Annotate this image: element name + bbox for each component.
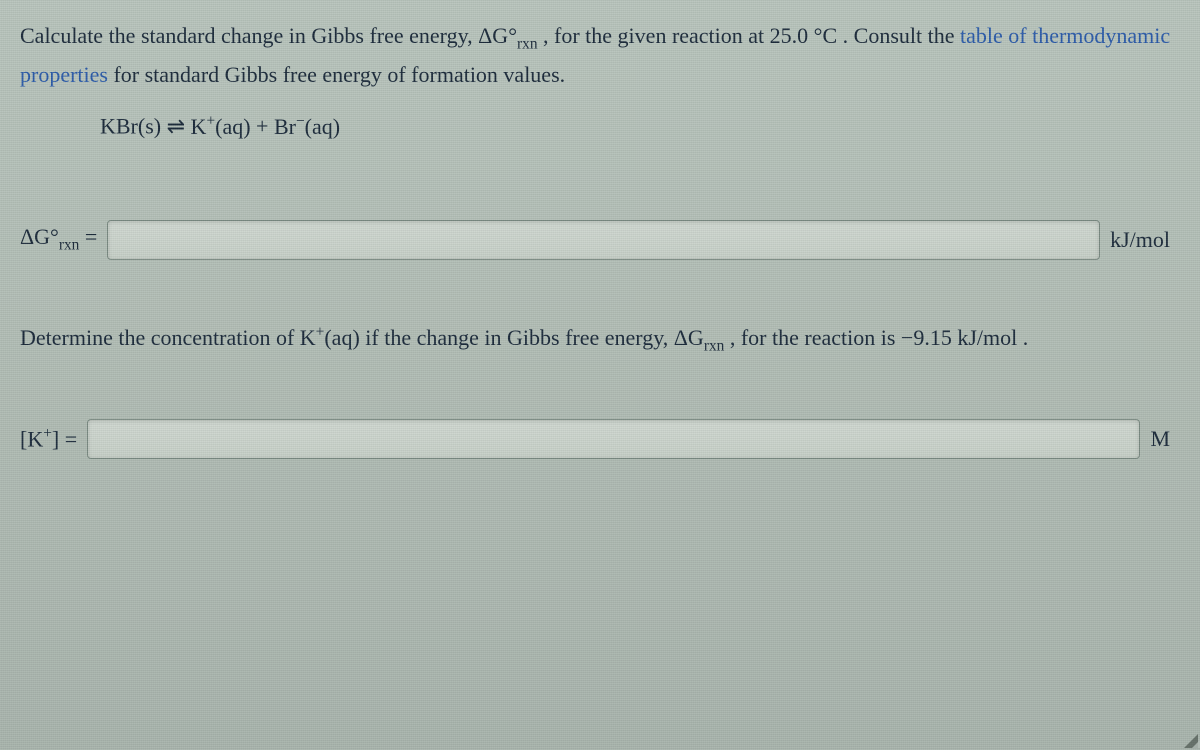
prompt1-text-d: for standard Gibbs free energy of format… <box>113 62 565 87</box>
temperature-value: 25.0 °C <box>770 23 837 48</box>
answer-row-delta-g: ΔG°rxn = kJ/mol <box>20 220 1180 260</box>
delta-g-symbol: ΔG°rxn <box>478 23 537 48</box>
species-k-plus: K+(aq) <box>300 325 366 350</box>
prompt1-text-c: . Consult the <box>843 23 960 48</box>
prompt2-text-d: . <box>1023 325 1029 350</box>
prompt2-text-b: if the change in Gibbs free energy, <box>365 325 674 350</box>
delta-g-input[interactable] <box>107 220 1100 260</box>
delta-g-label: ΔG°rxn = <box>20 224 97 254</box>
answer-row-concentration: [K+] = M <box>20 419 1180 459</box>
delta-g-plain: ΔGrxn <box>674 325 725 350</box>
reaction-equation: KBr(s) ⇌ K+(aq) + Br−(aq) <box>100 112 1180 139</box>
prompt1-text-a: Calculate the standard change in Gibbs f… <box>20 23 478 48</box>
reactant: KBr(s) <box>100 114 161 139</box>
resize-handle-icon[interactable] <box>1184 734 1198 748</box>
question-prompt-1: Calculate the standard change in Gibbs f… <box>20 18 1180 92</box>
question-prompt-2: Determine the concentration of K+(aq) if… <box>20 320 1180 359</box>
concentration-label: [K+] = <box>20 425 77 452</box>
delta-g-given-value: −9.15 kJ/mol <box>901 325 1017 350</box>
prompt2-text-a: Determine the concentration of <box>20 325 300 350</box>
prompt1-text-b: , for the given reaction at <box>543 23 770 48</box>
concentration-input[interactable] <box>87 419 1140 459</box>
equilibrium-arrow: ⇌ <box>167 114 191 139</box>
concentration-unit: M <box>1150 426 1180 452</box>
product-1: K+(aq) <box>191 114 257 139</box>
prompt2-text-c: , for the reaction is <box>730 325 901 350</box>
delta-g-unit: kJ/mol <box>1110 227 1180 253</box>
product-2: Br−(aq) <box>274 114 340 139</box>
plus-sign: + <box>256 114 274 139</box>
